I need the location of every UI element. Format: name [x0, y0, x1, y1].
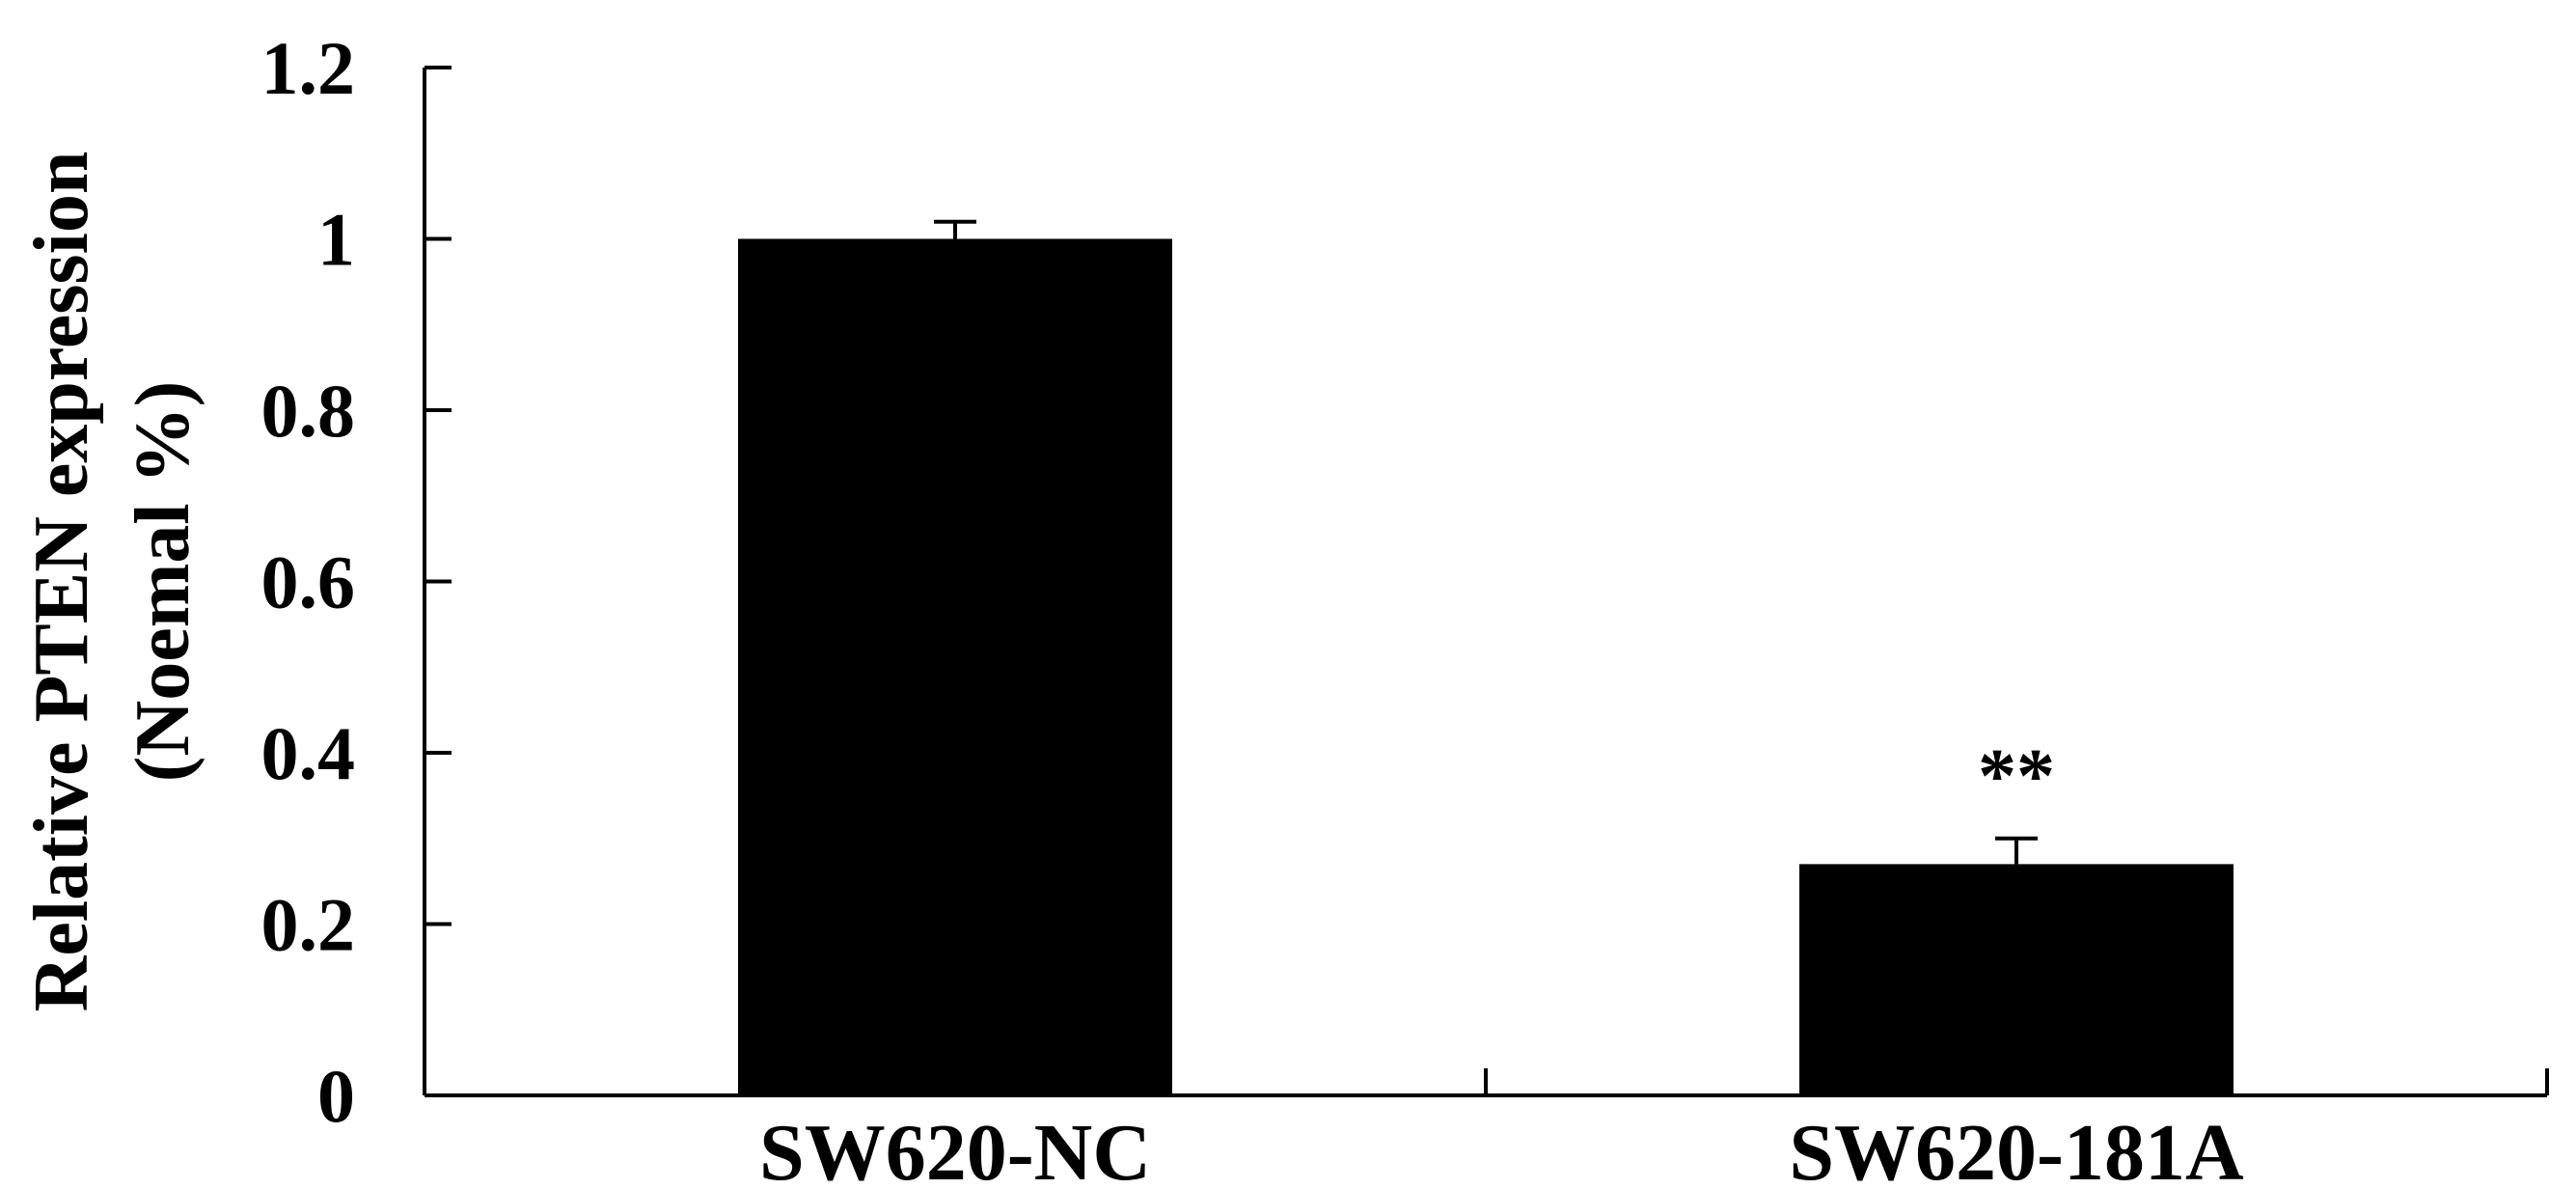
y-tick-label: 1 [317, 198, 355, 282]
x-category-labels: SW620-NC SW620-181A [759, 1108, 2244, 1189]
axes-layer [423, 66, 2549, 1097]
y-axis-title: Relative PTEN expression (Noemal %) [19, 152, 206, 1012]
y-axis-title-line-2: (Noemal %) [121, 381, 206, 782]
y-tick-label: 0.4 [261, 711, 356, 795]
y-tick-labels: 0 0.2 0.4 0.6 0.8 1 1.2 [261, 26, 356, 1138]
y-tick-label: 0.8 [261, 369, 356, 453]
significance-label: ** [1978, 734, 2055, 819]
bar-sw620-181a [1799, 864, 2233, 1095]
error-bars-layer [934, 219, 2038, 865]
y-tick-label: 0 [317, 1054, 355, 1138]
bars-layer [738, 238, 2233, 1095]
y-tick-label: 0.6 [261, 540, 356, 624]
x-tick-label: SW620-181A [1789, 1108, 2244, 1189]
significance-annotations: ** [1978, 734, 2055, 819]
y-tick-label: 0.2 [261, 883, 356, 967]
y-tick-label: 1.2 [261, 26, 356, 110]
bar-sw620-nc [738, 238, 1172, 1095]
x-tick-label: SW620-NC [759, 1108, 1151, 1189]
y-axis-title-line-1: Relative PTEN expression [19, 152, 104, 1012]
